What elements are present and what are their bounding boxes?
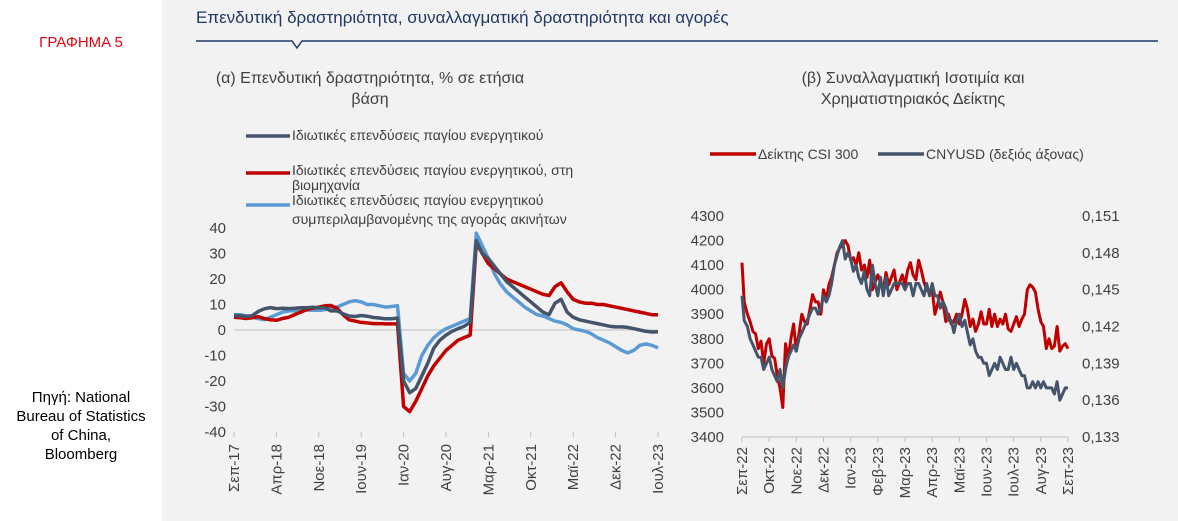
chart-b-ytick-left: 4200 [691, 233, 724, 250]
chart-a-xtick-label: Δεκ-22 [608, 444, 625, 490]
legend-b-label-1: Δείκτης CSI 300 [758, 146, 858, 162]
left-panel: ΓΡΑΦΗΜΑ 5 Πηγή: National Bureau of Stati… [0, 0, 162, 521]
chart-b-series-line-2 [740, 239, 1068, 402]
chart-a-xtick-label: Μαρ-21 [480, 444, 497, 495]
legend-b-label-2: CNYUSD (δεξιός άξονας) [926, 146, 1084, 162]
charts-svg: (α) Επενδυτική δραστηριότητα, % σε ετήσι… [196, 40, 1158, 498]
chart-b-ytick-right: 0,145 [1082, 282, 1120, 299]
chart-b-ytick-right: 0,139 [1082, 355, 1120, 372]
chart-b-xtick-label: Σεπ-23 [1060, 447, 1077, 495]
chart-a-ytick: -40 [204, 424, 226, 441]
chart-b-ytick-left: 3400 [691, 429, 724, 446]
chart-b-xtick-label: Ιουν-23 [979, 447, 996, 497]
chart-b-series-line-1 [740, 239, 1070, 409]
chart-b-ytick-right: 0,151 [1082, 208, 1120, 225]
chart-b-ytick-right: 0,136 [1082, 392, 1120, 409]
chart-a-xtick-label: Ιουλ-23 [650, 444, 667, 494]
chart-a-title-line1: (α) Επενδυτική δραστηριότητα, % σε ετήσι… [216, 70, 524, 87]
chart-a-ytick: -30 [204, 399, 226, 416]
source-note: Πηγή: National Bureau of Statistics of C… [16, 389, 146, 463]
chart-b-ytick-right: 0,133 [1082, 429, 1120, 446]
panel-divider [162, 0, 180, 521]
chart-a-xtick-label: Απρ-18 [268, 444, 285, 495]
chart-panel: Επενδυτική δραστηριότητα, συναλλαγματική… [180, 0, 1178, 521]
chart-b-xtick-label: Νοε-22 [788, 447, 805, 495]
chart-b-ytick-left: 4300 [691, 208, 724, 225]
chart-a-xtick-label: Οκτ-21 [523, 444, 540, 491]
chart-a-series-line-2 [233, 241, 658, 414]
chart-b-xtick-label: Σεπ-22 [734, 447, 751, 495]
chart-b-xtick-label: Ιουλ-23 [1006, 447, 1023, 497]
chart-b-title-line2: Χρηματιστηριακός Δείκτης [821, 91, 1006, 108]
chart-b-xtick-label: Μαϊ-23 [951, 447, 968, 493]
chart-b-xtick-label: Ιαν-23 [843, 447, 860, 489]
chart-a-xtick-label: Αυγ-20 [438, 444, 455, 491]
chart-a-ytick: 40 [209, 220, 226, 237]
chart-b-xtick-label: Μαρ-23 [897, 447, 914, 498]
chart-a-ytick: 10 [209, 297, 226, 314]
chart-b-xtick-label: Οκτ-22 [761, 447, 778, 494]
chart-a-xtick-label: Ιουν-19 [353, 444, 370, 494]
legend-a-label-3a: Ιδιωτικές επενδύσεις παγίου ενεργητικού [292, 192, 543, 208]
chart-a-ytick: 20 [209, 271, 226, 288]
chart-b-ytick-left: 3700 [691, 355, 724, 372]
chart-a-ytick: 30 [209, 246, 226, 263]
chart-a-xtick-label: Σεπ-17 [226, 444, 243, 492]
chart-a-ytick: -20 [204, 373, 226, 390]
header-title: Επενδυτική δραστηριότητα, συναλλαγματική… [196, 8, 729, 27]
figure-label: ΓΡΑΦΗΜΑ 5 [39, 34, 123, 51]
chart-b-xtick-label: Αυγ-23 [1033, 447, 1050, 494]
chart-b-ytick-right: 0,142 [1082, 319, 1120, 336]
chart-a-ytick: 0 [218, 322, 226, 339]
legend-a-label-3b: συμπεριλαμβανομένης της αγοράς ακινήτων [292, 211, 567, 227]
chart-a-ytick: -10 [204, 348, 226, 365]
header-rule [196, 40, 1158, 50]
chart-b-xtick-label: Δεκ-22 [816, 447, 833, 493]
chart-b-ytick-left: 3600 [691, 380, 724, 397]
chart-b-ytick-left: 3500 [691, 404, 724, 421]
chart-b-ytick-left: 3900 [691, 306, 724, 323]
chart-a-xtick-label: Μαϊ-22 [565, 444, 582, 490]
legend-a-label-2b: βιομηχανία [292, 177, 360, 193]
chart-b-ytick-left: 4000 [691, 282, 724, 299]
chart-b-xtick-label: Φεβ-23 [870, 447, 887, 496]
chart-b-xtick-label: Απρ-23 [924, 447, 941, 498]
chart-a-title-line2: βάση [351, 91, 388, 108]
legend-a-label-2a: Ιδιωτικές επενδύσεις παγίου ενεργητικού,… [292, 162, 573, 178]
chart-a-xtick-label: Νοε-18 [311, 444, 328, 492]
chart-b-ytick-right: 0,148 [1082, 245, 1120, 262]
chart-a-xtick-label: Ιαν-20 [396, 444, 413, 486]
chart-a-series-line-1 [233, 239, 659, 395]
legend-a-label-1: Ιδιωτικές επενδύσεις παγίου ενεργητικού [292, 127, 543, 143]
chart-b-ytick-left: 4100 [691, 257, 724, 274]
chart-b-title-line1: (β) Συναλλαγματική Ισοτιμία και [802, 70, 1025, 87]
chart-b-ytick-left: 3800 [691, 331, 724, 348]
